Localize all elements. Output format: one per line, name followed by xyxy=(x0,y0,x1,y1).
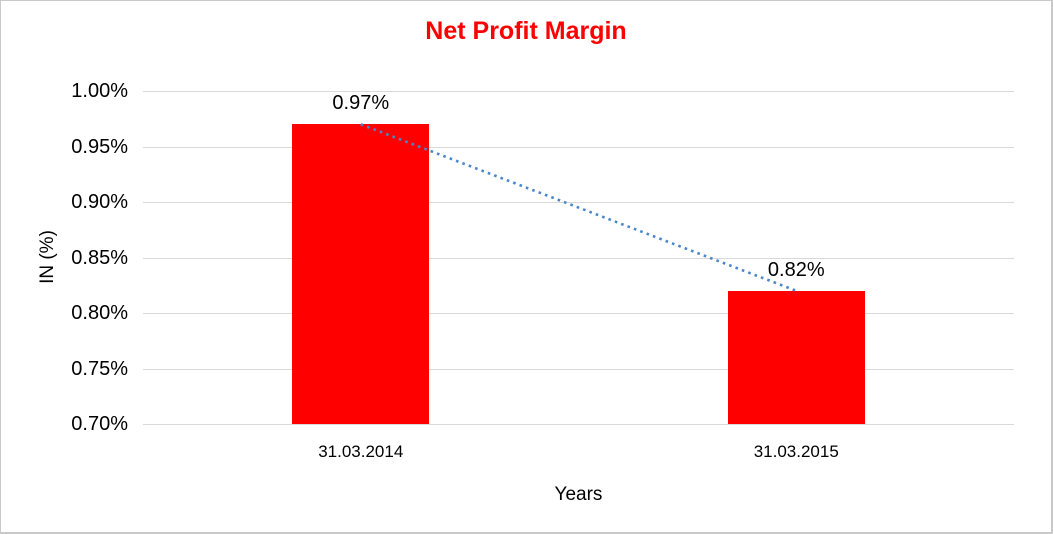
y-tick-label: 0.80% xyxy=(71,302,128,324)
bar xyxy=(292,124,430,424)
y-tick-label: 0.85% xyxy=(71,246,128,269)
gridline xyxy=(143,424,1014,425)
gridline xyxy=(143,257,1014,259)
plot-area: 0.97% 0.82% xyxy=(143,91,1014,425)
x-tick-label: 31.03.2015 xyxy=(753,442,839,461)
gridline xyxy=(143,91,1014,92)
bar xyxy=(727,290,865,424)
y-tick-label: 0.90% xyxy=(71,191,128,213)
gridline xyxy=(143,313,1014,314)
gridline xyxy=(143,202,1014,203)
y-tick-label: 0.70% xyxy=(71,413,128,435)
y-tick-label: 0.75% xyxy=(71,357,128,380)
chart-title: Net Profit Margin xyxy=(425,17,627,45)
trendline xyxy=(360,123,797,293)
y-tick-label: 0.95% xyxy=(71,135,128,158)
data-label: 0.97% xyxy=(332,92,390,115)
data-label: 0.82% xyxy=(767,258,825,281)
x-tick-label: 31.03.2014 xyxy=(318,442,404,461)
gridline xyxy=(143,146,1014,148)
gridline xyxy=(143,368,1014,370)
y-tick-label: 1.00% xyxy=(71,80,128,102)
x-axis-title: Years xyxy=(554,484,603,505)
